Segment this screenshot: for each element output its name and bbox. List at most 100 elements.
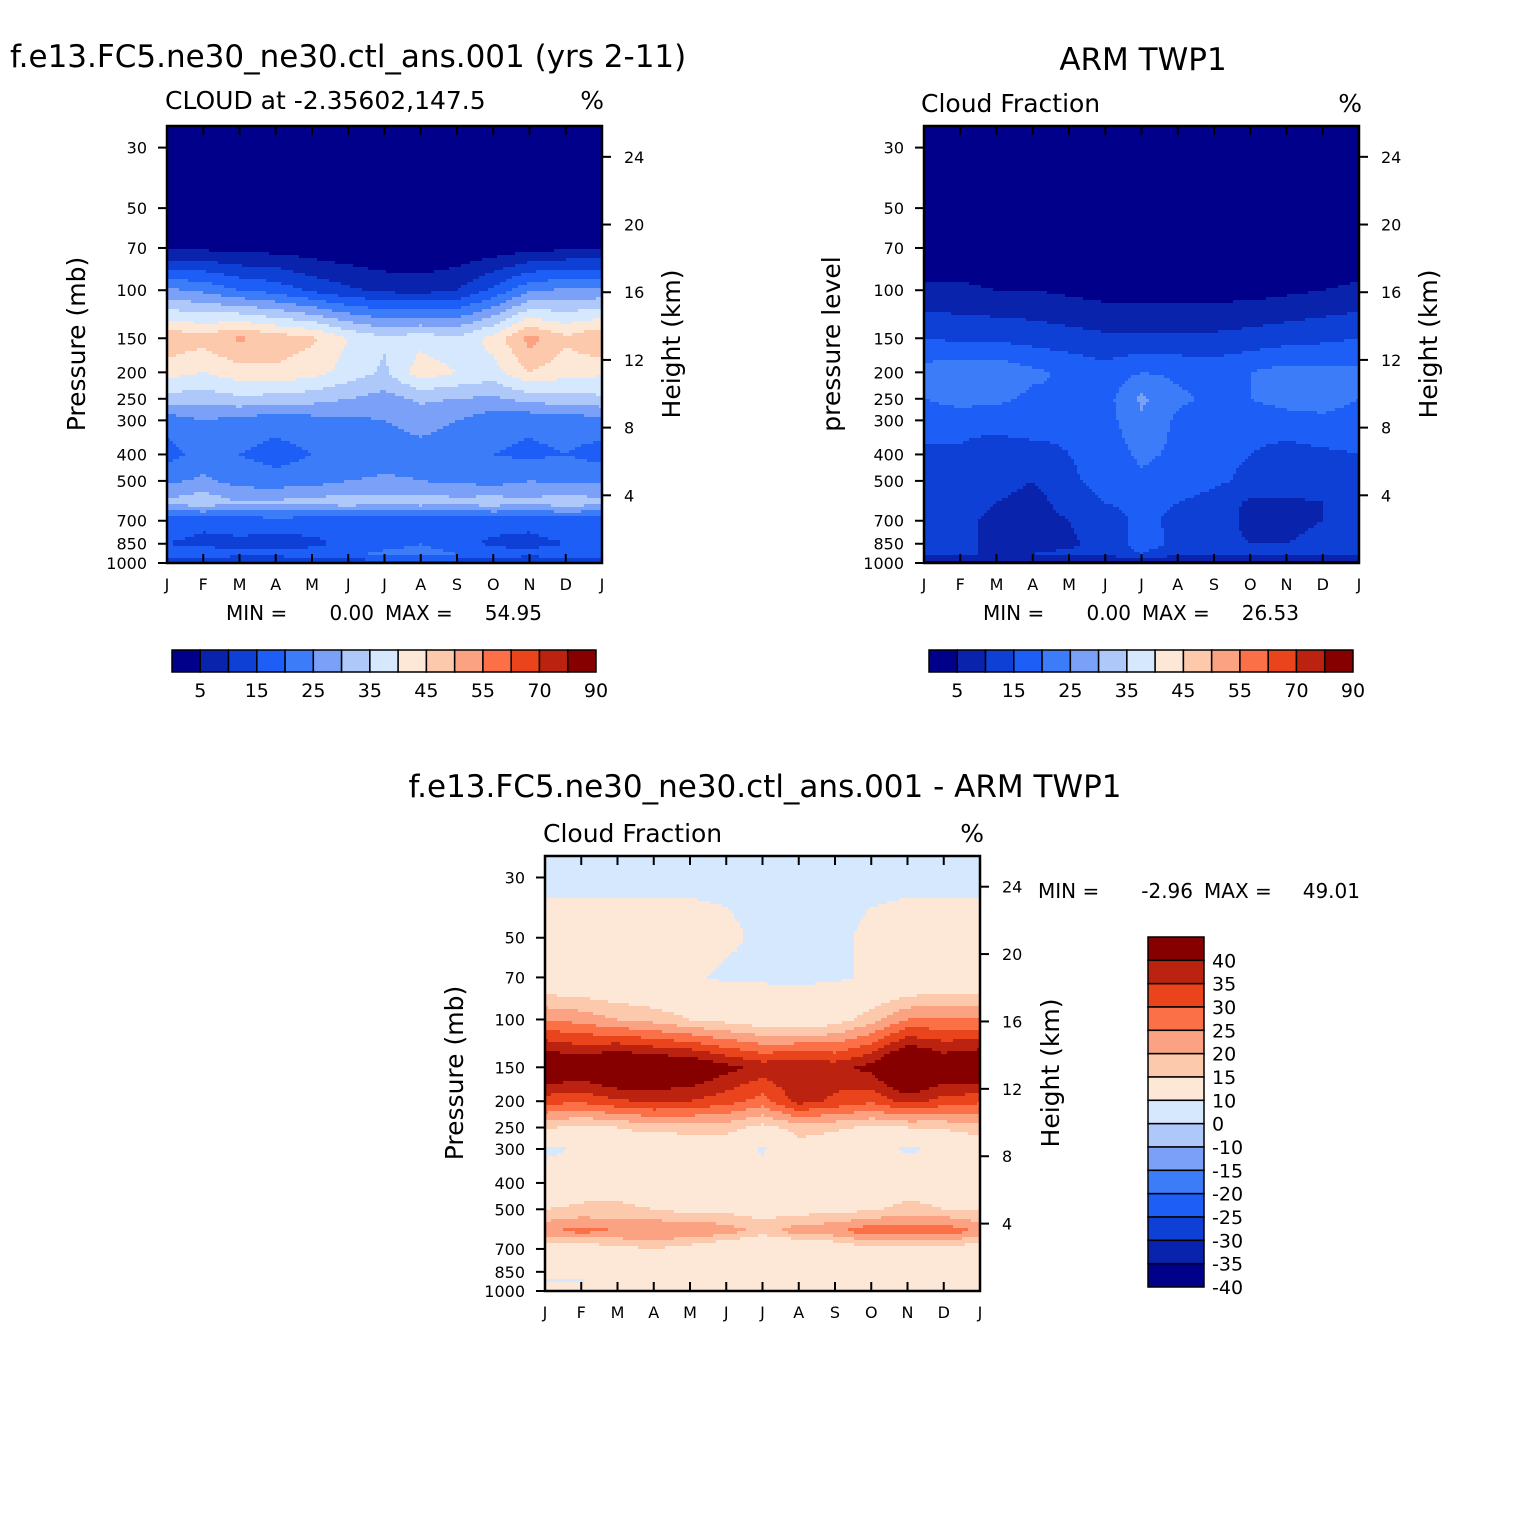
colorbar-swatch [227,649,258,673]
contour-cell [344,336,485,339]
contour-cell [209,372,326,375]
contour-cell [710,1105,761,1108]
contour-cell [302,288,362,291]
contour-cell [218,354,293,357]
contour-cell [179,495,221,498]
contour-cell [167,306,257,309]
contour-cell [167,150,602,153]
contour-cell [1215,486,1359,489]
contour-cell [1008,360,1359,363]
contour-cell [167,399,338,402]
contour-cell [1137,399,1149,402]
contour-cell [167,309,179,312]
contour-cell [545,1225,734,1228]
contour-cell [500,534,539,537]
contour-cell [476,483,503,486]
contour-cell [1245,537,1296,540]
contour-cell [545,985,980,988]
contour-cell [1128,354,1182,357]
contour-cell [539,327,602,330]
contour-cell [167,258,317,261]
contour-cell [194,492,209,495]
contour-cell [1122,429,1170,432]
contour-cell [167,237,602,240]
contour-cell [440,360,497,363]
contour-cell [407,333,434,336]
contour-cell [353,321,473,324]
contour-cell [167,327,305,330]
contour-cell [924,507,990,510]
contour-cell [221,303,296,306]
contour-cell [167,210,602,213]
contour-cell [545,1270,980,1273]
contour-cell [326,300,482,303]
contour-cell [1080,474,1233,477]
contour-cell [461,315,491,318]
contour-cell [893,1012,980,1015]
contour-cell [674,1012,863,1015]
colorbar-swatch [1154,649,1185,673]
colorbar-swatch [425,649,456,673]
contour-cell [854,940,980,943]
colorbar-label: -20 [1212,1184,1243,1206]
contour-cell [422,324,461,327]
contour-cell [206,531,527,534]
contour-cell [557,378,602,381]
contour-cell [167,426,398,429]
contour-cell [167,546,215,549]
contour-cell [356,378,398,381]
contour-cell [434,333,464,336]
contour-cell [1074,531,1128,534]
contour-cell [969,282,1350,285]
contour-cell [1044,381,1125,384]
contour-cell [1071,456,1134,459]
contour-cell [287,333,335,336]
contour-cell [1116,405,1140,408]
contour-cell [1242,327,1359,330]
contour-cell [866,1063,980,1066]
colorbar-swatch [453,649,484,673]
contour-cell [521,378,557,381]
contour-cell [236,405,242,408]
contour-cell [854,943,980,946]
contour-cell [878,904,980,907]
contour-cell [945,339,1344,342]
left-axis-label: pressure level [817,256,846,431]
panel-title: ARM TWP1 [1059,42,1226,78]
panel-subtitle: Cloud Fraction [543,819,722,848]
contour-cell [857,1036,884,1039]
contour-cell [932,1204,980,1207]
contour-cell [674,1237,740,1240]
contour-cell [482,309,506,312]
contour-cell [167,300,191,303]
colorbar-label: 15 [245,680,269,702]
contour-cell [269,252,515,255]
contour-cell [836,1060,875,1063]
contour-cell [491,306,512,309]
contour-cell [545,1063,728,1066]
y-right-tick-label: 8 [624,419,634,438]
contour-cell [428,480,527,483]
contour-cell [545,456,575,459]
contour-cell [545,1054,668,1057]
contour-cell [845,1039,878,1042]
contour-cell [242,264,353,267]
contour-cell [527,309,551,312]
contour-cell [461,297,491,300]
contour-cell [167,246,602,249]
contour-cell [1281,345,1359,348]
contour-cell [545,1234,713,1237]
left-axis-label: Pressure (mb) [440,986,469,1160]
contour-cell [978,531,1074,534]
contour-cell [167,450,182,453]
contour-cell [854,934,980,937]
contour-cell [990,507,1053,510]
contour-cell [866,1102,875,1105]
contour-cell [527,291,602,294]
contour-cell [704,1096,755,1099]
contour-cell [1251,396,1359,399]
contour-cell [530,411,602,414]
x-tick-label: S [830,1303,840,1322]
contour-cell [275,300,326,303]
contour-cell [924,372,1050,375]
